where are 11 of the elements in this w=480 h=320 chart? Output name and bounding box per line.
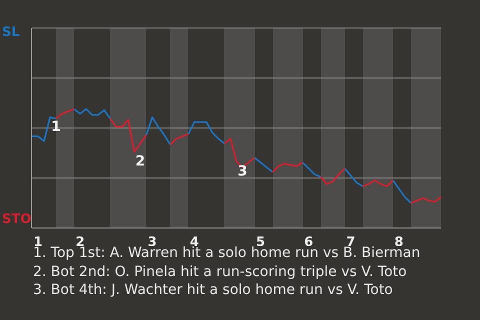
text: STO xyxy=(2,212,32,228)
x-tick-label: 6 xyxy=(304,235,314,250)
text: 3. Bot 4th: J. Wachter hit a solo home run vs V. Toto xyxy=(33,281,394,300)
text: 2. Bot 2nd: O. Pinela hit a run-scoring triple vs V. Toto xyxy=(33,262,408,281)
x-tick-label: 3 xyxy=(148,235,157,250)
x-tick-label: 5 xyxy=(256,235,266,250)
annotation: 3 xyxy=(238,163,248,180)
x-tick-label: 8 xyxy=(394,235,404,250)
annotation: 2 xyxy=(135,154,146,170)
annotation: 1 xyxy=(51,119,61,136)
text: SL xyxy=(2,25,20,41)
